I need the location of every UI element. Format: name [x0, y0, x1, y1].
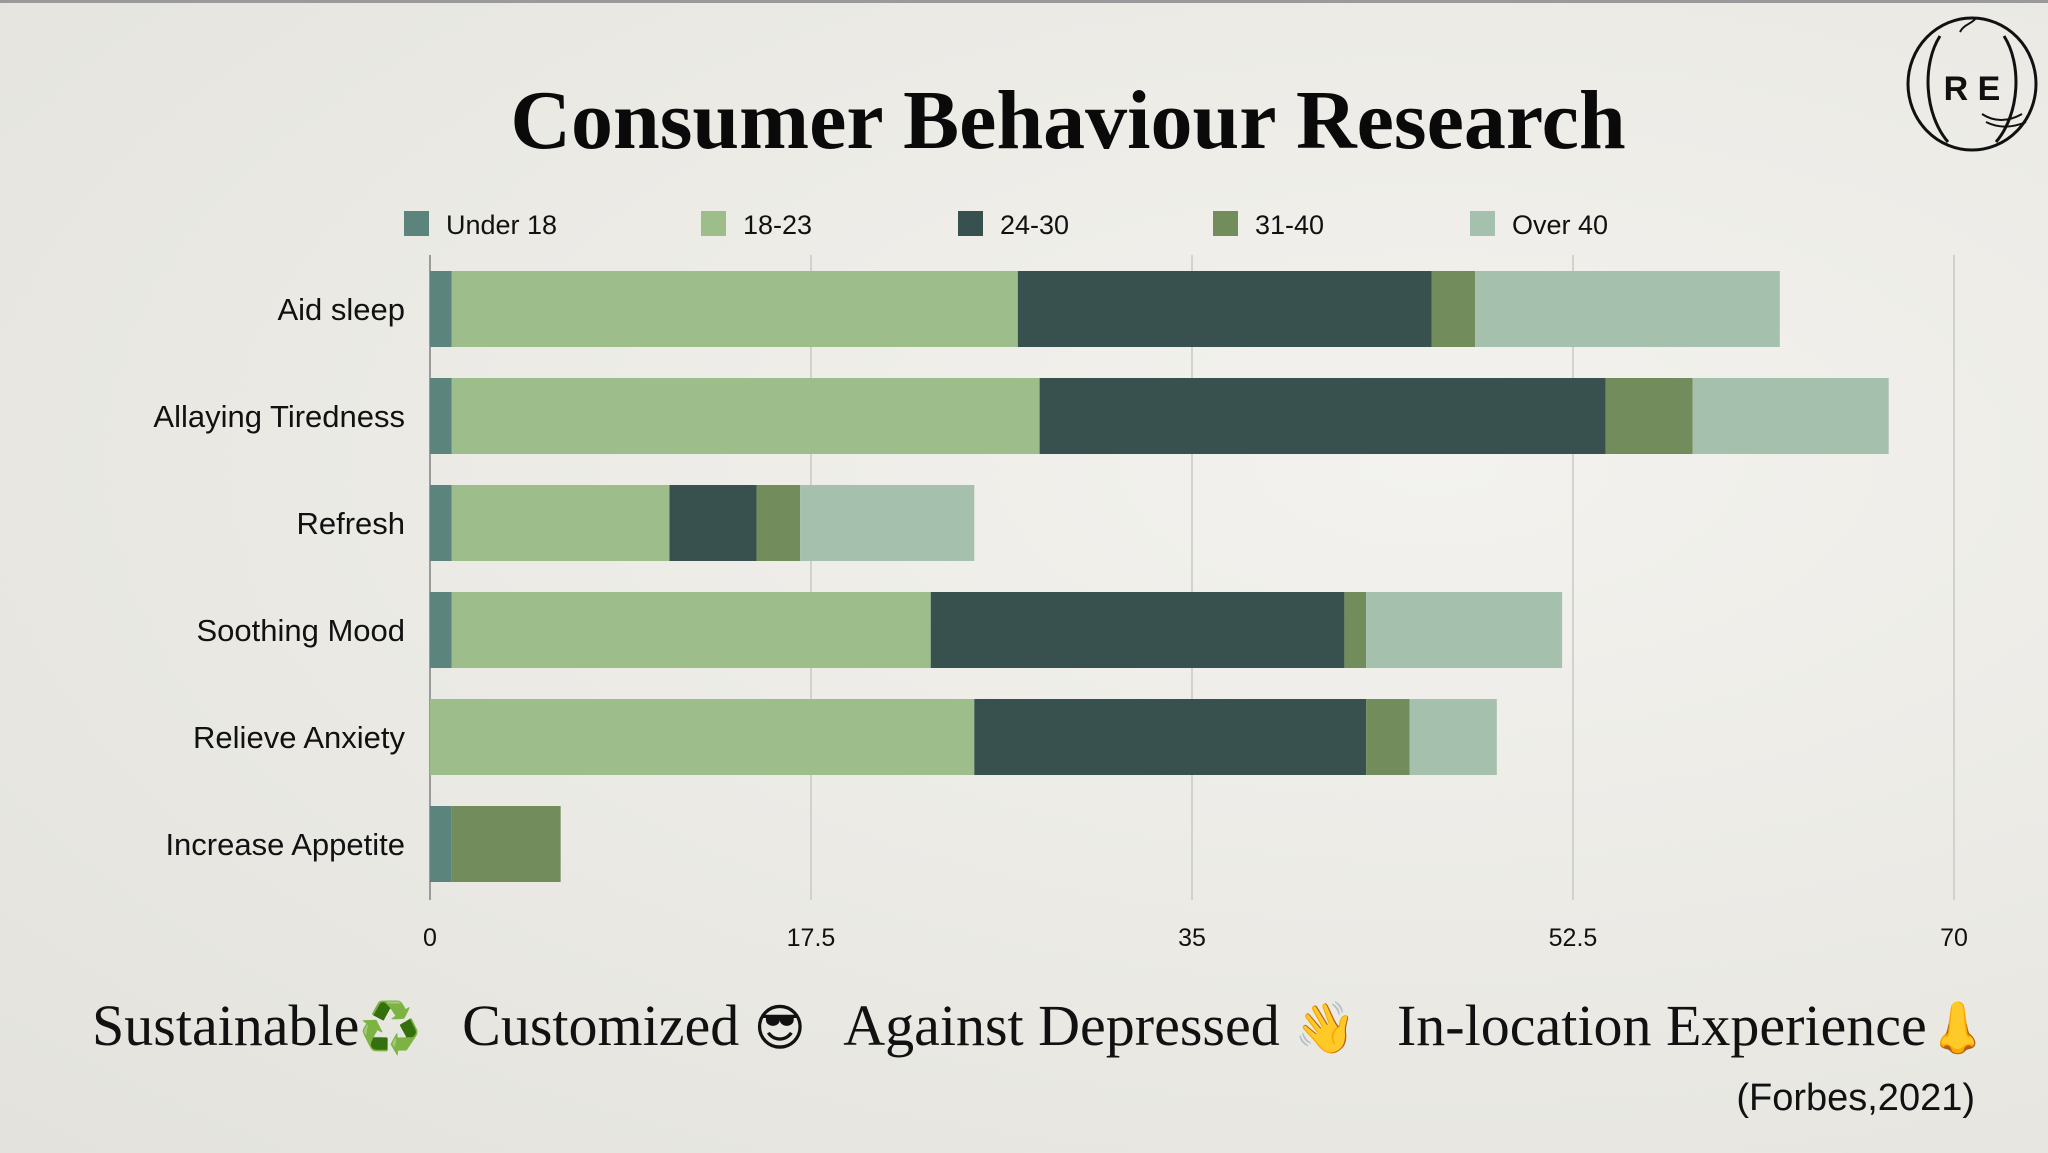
- tagline-item-sustainable: Sustainable♻️: [92, 993, 422, 1058]
- x-tick-label: 70: [1940, 924, 1968, 952]
- bar-segment: [930, 592, 1345, 668]
- legend-swatch: [1470, 211, 1495, 236]
- legend-label: Over 40: [1512, 210, 1608, 240]
- bar-segment: [1344, 592, 1367, 668]
- stacked-bar-chart: 0 17.5 35 52.5 70 Under 18 18-23 24-30 31-40 Over…: [153, 210, 1968, 952]
- legend-swatch: [1213, 211, 1238, 236]
- nose-icon: 👃: [1926, 999, 1990, 1057]
- bar-segment: [451, 271, 1018, 347]
- legend-label: 18-23: [743, 210, 812, 240]
- legend-label: 24-30: [1000, 210, 1069, 240]
- bar-segment: [669, 485, 757, 561]
- bar-segment: [430, 592, 452, 668]
- sunglasses-face-icon: 😎: [753, 999, 806, 1057]
- bar-segment: [430, 271, 452, 347]
- bar-segment: [1475, 271, 1780, 347]
- x-tick-label: 0: [423, 924, 437, 952]
- top-rule: [0, 0, 2048, 3]
- bar-segment: [451, 485, 670, 561]
- x-tick-label: 17.5: [787, 924, 836, 952]
- bar-segment: [451, 378, 1040, 454]
- bar-segment: [430, 699, 975, 775]
- category-label: Soothing Mood: [196, 613, 405, 648]
- bar-segment: [1366, 592, 1563, 668]
- bar-segment: [1409, 699, 1497, 775]
- bar-segment: [451, 806, 561, 882]
- bar-segment: [800, 485, 975, 561]
- bar-segment: [1039, 378, 1606, 454]
- bar-segment: [1692, 378, 1889, 454]
- waving-hand-icon: 👋: [1294, 999, 1357, 1057]
- bar-segment: [756, 485, 801, 561]
- page-title: Consumer Behaviour Research: [510, 74, 1626, 167]
- x-tick-label: 35: [1178, 924, 1206, 952]
- category-label: Allaying Tiredness: [153, 399, 405, 434]
- category-label: Aid sleep: [277, 292, 405, 327]
- logo-text: R E: [1944, 70, 2001, 108]
- tagline-item-customized: Customized 😎: [462, 993, 806, 1058]
- x-tick-label: 52.5: [1549, 924, 1598, 952]
- bar-segment: [1605, 378, 1693, 454]
- legend-label: 31-40: [1255, 210, 1324, 240]
- legend-swatch: [404, 211, 429, 236]
- category-label: Relieve Anxiety: [193, 720, 405, 755]
- bar-segment: [430, 806, 452, 882]
- category-label: Increase Appetite: [165, 827, 405, 862]
- citation: (Forbes,2021): [1736, 1077, 1975, 1119]
- bar-segment: [1366, 699, 1410, 775]
- legend-swatch: [958, 211, 983, 236]
- recycle-icon: ♻️: [359, 999, 422, 1057]
- legend-swatch: [701, 211, 726, 236]
- tagline-item-in-location: In-location Experience👃: [1396, 993, 1990, 1058]
- category-label: Refresh: [296, 506, 405, 541]
- bar-segment: [430, 485, 452, 561]
- tagline-item-against-depressed: Against Depressed 👋: [843, 993, 1357, 1058]
- brand-logo: R E: [1906, 16, 2038, 152]
- bar-segment: [1017, 271, 1432, 347]
- bar-segment: [974, 699, 1367, 775]
- bar-segment: [430, 378, 452, 454]
- bar-segment: [1431, 271, 1476, 347]
- legend-label: Under 18: [446, 210, 557, 240]
- bar-segment: [451, 592, 931, 668]
- tagline: Sustainable♻️ Customized 😎 Against Depre…: [92, 992, 2042, 1059]
